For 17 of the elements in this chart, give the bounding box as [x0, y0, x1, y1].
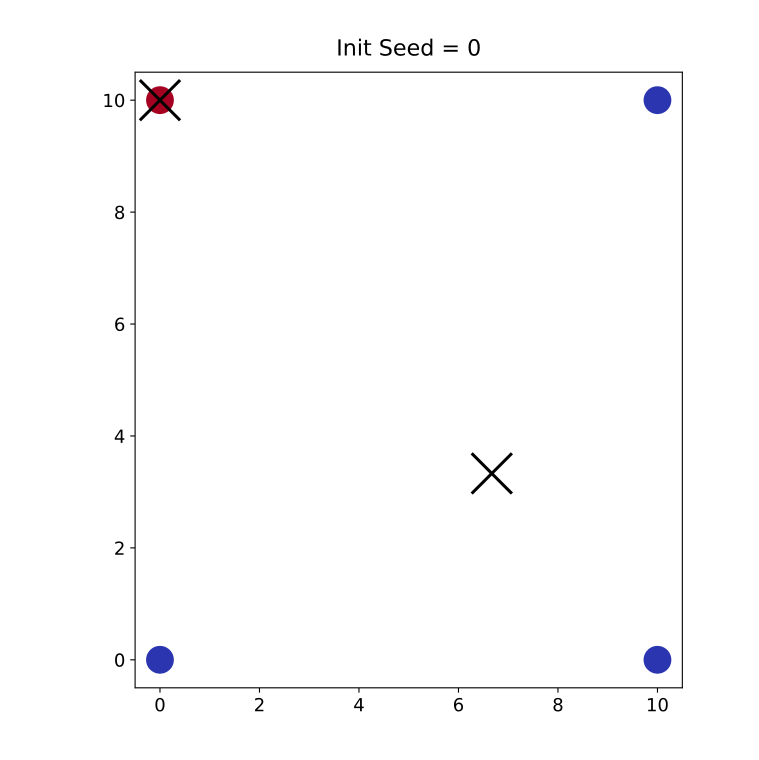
- x-tick-label: 8: [553, 698, 562, 712]
- y-tick-label: 6: [115, 317, 124, 332]
- y-tick-label: 8: [115, 206, 124, 220]
- x-tick-label: 6: [454, 698, 464, 712]
- x-tick-label: 2: [255, 698, 264, 712]
- x-tick-label: 10: [648, 698, 668, 712]
- point: [146, 646, 174, 674]
- y-tick-label: 0: [115, 653, 124, 667]
- chart-title: Init Seed = 0: [338, 38, 480, 56]
- point: [644, 646, 672, 674]
- point: [470, 452, 514, 496]
- y-tick-label: 2: [115, 541, 124, 555]
- y-tick-label: 4: [114, 430, 124, 443]
- x-tick-label: 4: [354, 698, 364, 712]
- y-tick-label: 10: [104, 94, 124, 108]
- point: [644, 86, 672, 114]
- x-tick-label: 0: [155, 698, 165, 712]
